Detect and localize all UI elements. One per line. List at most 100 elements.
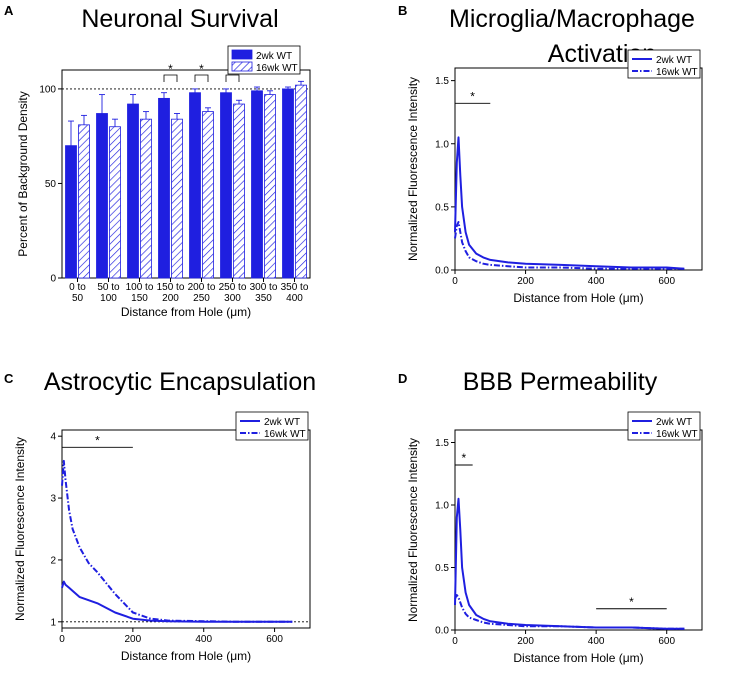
bar bbox=[282, 88, 294, 279]
y-tick-label: 1.5 bbox=[435, 76, 449, 87]
significance-star: * bbox=[629, 595, 634, 609]
bar bbox=[96, 113, 108, 279]
x-tick-label: 100 to bbox=[126, 282, 154, 293]
y-tick-label: 0.5 bbox=[435, 202, 449, 213]
x-tick-label: 400 bbox=[588, 636, 605, 647]
legend-label: 2wk WT bbox=[656, 417, 692, 428]
x-tick-label: 600 bbox=[658, 636, 675, 647]
bar bbox=[233, 103, 245, 279]
y-tick-label: 1.0 bbox=[435, 139, 449, 150]
x-tick-label: 250 to bbox=[219, 282, 247, 293]
plot-frame bbox=[454, 429, 703, 631]
panel-letter: C bbox=[4, 371, 14, 386]
x-tick-label: 200 bbox=[517, 276, 534, 287]
y-tick-label: 1.0 bbox=[435, 501, 449, 512]
x-tick-label: 0 bbox=[59, 634, 65, 645]
y-tick-label: 4 bbox=[50, 432, 56, 443]
bar bbox=[140, 118, 152, 279]
x-tick-label: 150 bbox=[131, 293, 148, 304]
x-tick-label: 150 to bbox=[157, 282, 185, 293]
x-tick-label: 400 bbox=[195, 634, 212, 645]
x-tick-label: 350 to bbox=[281, 282, 309, 293]
y-tick-label: 1 bbox=[50, 617, 56, 628]
legend-label: 16wk WT bbox=[656, 67, 698, 78]
panel-letter: B bbox=[398, 3, 407, 18]
bar bbox=[264, 94, 276, 279]
chart-title: Microglia/Macrophage bbox=[449, 5, 695, 33]
x-axis-label: Distance from Hole (μm) bbox=[121, 649, 251, 663]
plot-frame bbox=[61, 429, 311, 629]
legend-label: 2wk WT bbox=[264, 417, 300, 428]
series-line bbox=[61, 459, 293, 623]
bar bbox=[189, 92, 201, 279]
series-line bbox=[61, 580, 293, 623]
y-tick-label: 0.0 bbox=[435, 626, 449, 637]
significance-bracket bbox=[194, 74, 209, 83]
x-tick-label: 200 bbox=[517, 636, 534, 647]
y-tick-label: 0.0 bbox=[435, 266, 449, 277]
plot-frame bbox=[454, 67, 703, 271]
significance-star: * bbox=[461, 451, 466, 465]
y-tick-label: 2 bbox=[50, 555, 56, 566]
x-tick-label: 50 to bbox=[97, 282, 120, 293]
legend-label: 2wk WT bbox=[656, 55, 692, 66]
bar bbox=[109, 126, 121, 279]
y-tick-label: 50 bbox=[45, 179, 57, 190]
bar bbox=[127, 103, 139, 279]
significance-star: * bbox=[168, 62, 173, 76]
x-tick-label: 400 bbox=[588, 276, 605, 287]
x-axis-label: Distance from Hole (μm) bbox=[513, 651, 643, 665]
plot-frame bbox=[61, 69, 311, 279]
x-axis-label: Distance from Hole (μm) bbox=[513, 291, 643, 305]
y-tick-label: 0.5 bbox=[435, 563, 449, 574]
significance-star: * bbox=[95, 433, 100, 447]
panel-letter: A bbox=[4, 3, 14, 18]
legend-label: 16wk WT bbox=[656, 429, 698, 440]
legend-label: 2wk WT bbox=[256, 51, 292, 62]
chart-title: BBB Permeability bbox=[463, 368, 658, 396]
x-tick-label: 200 bbox=[125, 634, 142, 645]
x-tick-label: 50 bbox=[72, 293, 84, 304]
y-tick-label: 100 bbox=[39, 84, 56, 95]
bar bbox=[65, 145, 77, 279]
series-line bbox=[454, 136, 685, 270]
significance-bracket bbox=[163, 74, 178, 83]
bar bbox=[220, 92, 232, 279]
x-tick-label: 350 bbox=[255, 293, 272, 304]
y-axis-label: Normalized Fluorescence Intensity bbox=[13, 437, 27, 621]
significance-star: * bbox=[470, 89, 475, 103]
x-tick-label: 0 bbox=[452, 636, 458, 647]
significance-bracket bbox=[225, 74, 240, 83]
legend-box bbox=[627, 49, 701, 79]
x-tick-label: 600 bbox=[266, 634, 283, 645]
significance-star: * bbox=[199, 62, 204, 76]
x-tick-label: 300 bbox=[224, 293, 241, 304]
y-axis-label: Percent of Background Density bbox=[16, 91, 30, 256]
bar bbox=[202, 111, 214, 279]
y-tick-label: 3 bbox=[50, 494, 56, 505]
series-line bbox=[454, 497, 685, 630]
legend-swatch bbox=[231, 49, 253, 60]
y-tick-label: 0 bbox=[50, 274, 56, 285]
bar bbox=[295, 84, 307, 279]
panel-letter: D bbox=[398, 371, 407, 386]
x-tick-label: 0 bbox=[452, 276, 458, 287]
x-tick-label: 100 bbox=[100, 293, 117, 304]
bar bbox=[78, 124, 90, 279]
x-tick-label: 300 to bbox=[250, 282, 278, 293]
chart-title: Neuronal Survival bbox=[81, 5, 278, 33]
x-tick-label: 0 to bbox=[69, 282, 86, 293]
legend-swatch bbox=[231, 61, 253, 72]
legend-label: 16wk WT bbox=[264, 429, 306, 440]
x-axis-label: Distance from Hole (μm) bbox=[121, 305, 251, 319]
x-tick-label: 200 to bbox=[188, 282, 216, 293]
bar bbox=[251, 90, 263, 279]
legend-box bbox=[627, 411, 701, 441]
x-tick-label: 400 bbox=[286, 293, 303, 304]
series-line bbox=[454, 594, 685, 630]
